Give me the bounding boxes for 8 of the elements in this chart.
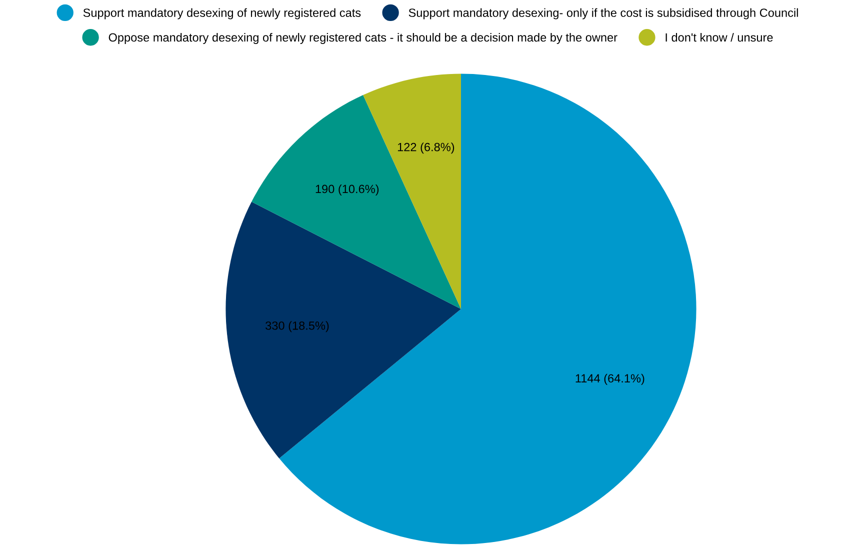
data-label: 1144 (64.1%) (576, 374, 644, 385)
legend-label: Oppose mandatory desexing of newly registered cats - it should be a decision made by the owner (108, 32, 618, 44)
legend-label: I don't know / unsure (666, 32, 773, 42)
data-label: 330 (18.5%) (266, 321, 329, 332)
data-label: 190 (10.6%) (316, 184, 379, 196)
legend-label: Support mandatory desexing of newly registered cats (83, 8, 361, 20)
data-label: 122 (6.8%) (398, 142, 454, 154)
legend-label: Support mandatory desexing- only if the cost is subsidised through Council (408, 8, 798, 20)
